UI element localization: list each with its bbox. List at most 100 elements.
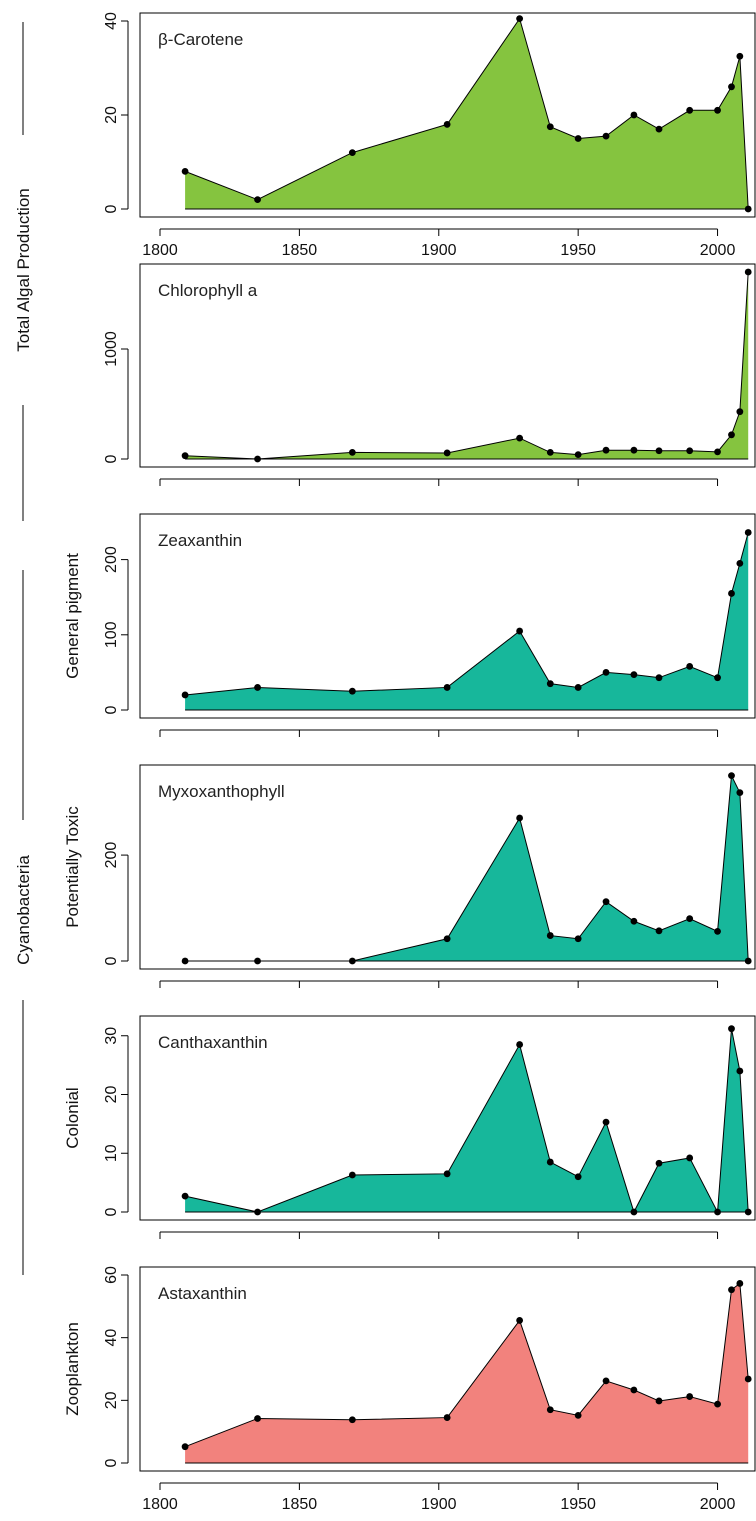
data-point	[181, 691, 189, 699]
x-tick-label: 1850	[282, 242, 318, 259]
series-area	[185, 272, 749, 459]
series-area	[185, 775, 749, 961]
data-point	[686, 1154, 694, 1162]
data-point	[686, 1393, 694, 1400]
y-axis: 0 200	[103, 842, 129, 965]
y-axis: 0 100 200	[103, 546, 129, 714]
y-axis-label: Zooplankton	[63, 1322, 82, 1416]
y-tick-label: 20	[103, 1086, 120, 1104]
y-axis: 0 1000	[103, 331, 129, 463]
data-point	[744, 1375, 752, 1383]
data-point	[443, 935, 451, 943]
y-tick-label: 100	[103, 621, 120, 648]
data-point	[546, 1158, 554, 1166]
data-point	[443, 1414, 451, 1421]
data-point	[686, 662, 694, 670]
panel-title: Astaxanthin	[158, 1284, 247, 1303]
series-area	[185, 1028, 749, 1212]
x-tick-label: 1900	[421, 242, 457, 259]
data-point	[254, 957, 261, 965]
x-tick-label: 1850	[282, 1496, 318, 1513]
data-point	[181, 957, 189, 965]
data-point	[714, 448, 721, 456]
data-point	[655, 125, 663, 133]
data-point	[686, 915, 694, 923]
data-point	[630, 111, 638, 119]
data-point	[181, 168, 189, 175]
y-tick-label: 40	[103, 12, 120, 30]
data-point	[728, 83, 735, 91]
data-point	[546, 680, 554, 688]
x-tick-label: 1800	[142, 242, 178, 259]
data-point	[181, 452, 189, 460]
data-point	[443, 449, 451, 457]
data-point	[686, 106, 694, 114]
data-point	[516, 627, 524, 635]
data-point	[602, 898, 610, 906]
y-tick-label: 20	[103, 1391, 120, 1409]
y-tick-label: 0	[103, 454, 120, 463]
data-point	[348, 687, 356, 695]
data-point	[574, 935, 582, 943]
x-axis	[159, 478, 719, 486]
data-point	[443, 1170, 451, 1178]
y-tick-label: 200	[103, 842, 120, 869]
data-point	[630, 1386, 638, 1394]
data-point	[744, 205, 752, 213]
panel-canthaxanthin: Canthaxanthin 0 10 20 30 Colonial	[63, 1015, 756, 1239]
data-point	[728, 590, 735, 597]
x-axis	[159, 980, 719, 988]
data-point	[736, 559, 744, 567]
y-axis: 0 20 40 60	[103, 1266, 129, 1467]
data-point	[630, 917, 638, 925]
y-tick-label: 0	[103, 1207, 120, 1216]
data-point	[655, 674, 663, 682]
data-point	[714, 1208, 721, 1216]
data-point	[516, 434, 524, 442]
panel-zeaxanthin: Zeaxanthin 0 100 200 General pigment	[63, 513, 756, 737]
y-axis-label: General pigment	[63, 553, 82, 679]
data-point	[736, 789, 744, 796]
data-point	[546, 932, 554, 939]
panel-title: Myxoxanthophyll	[158, 782, 285, 801]
x-tick-label: 1950	[560, 242, 596, 259]
plot-frame	[139, 513, 756, 719]
data-point	[348, 449, 356, 456]
panel-myxoxanthophyll: Myxoxanthophyll 0 200 Potentially Toxic	[63, 764, 756, 988]
data-point	[655, 1397, 663, 1405]
data-point	[736, 52, 744, 60]
data-point	[516, 1317, 524, 1324]
group-label-cyanobacteria: Cyanobacteria	[14, 855, 33, 965]
plot-frame	[139, 12, 756, 218]
x-tick-label: 1900	[421, 1496, 457, 1513]
y-tick-label: 10	[103, 1144, 120, 1162]
series-area	[185, 18, 749, 210]
panel-title: Chlorophyll a	[158, 281, 258, 300]
data-point	[728, 1025, 735, 1033]
data-point	[574, 1411, 582, 1419]
data-point	[736, 408, 744, 416]
data-point	[516, 15, 524, 23]
data-point	[744, 529, 752, 536]
data-point	[728, 431, 735, 439]
data-point	[443, 684, 451, 691]
data-point	[546, 1406, 554, 1414]
series-line	[185, 271, 749, 460]
y-tick-label: 1000	[103, 331, 120, 367]
data-point	[602, 669, 610, 676]
data-point	[714, 106, 721, 114]
data-point	[630, 671, 638, 679]
data-point	[254, 1208, 261, 1216]
y-tick-label: 200	[103, 546, 120, 573]
data-point	[602, 446, 610, 454]
data-point	[348, 1171, 356, 1179]
group-cyanobacteria: Cyanobacteria	[14, 570, 33, 1275]
panel-chlorophyll-a: Chlorophyll a 0 1000	[103, 263, 756, 486]
data-point	[348, 1416, 356, 1424]
x-tick-label: 1950	[560, 1496, 596, 1513]
data-point	[574, 1173, 582, 1181]
panel-astaxanthin: Astaxanthin 0 20 40 60 Zooplankton 1800 1850 190…	[63, 1266, 756, 1513]
data-point	[744, 1208, 752, 1216]
data-point	[516, 1041, 524, 1048]
